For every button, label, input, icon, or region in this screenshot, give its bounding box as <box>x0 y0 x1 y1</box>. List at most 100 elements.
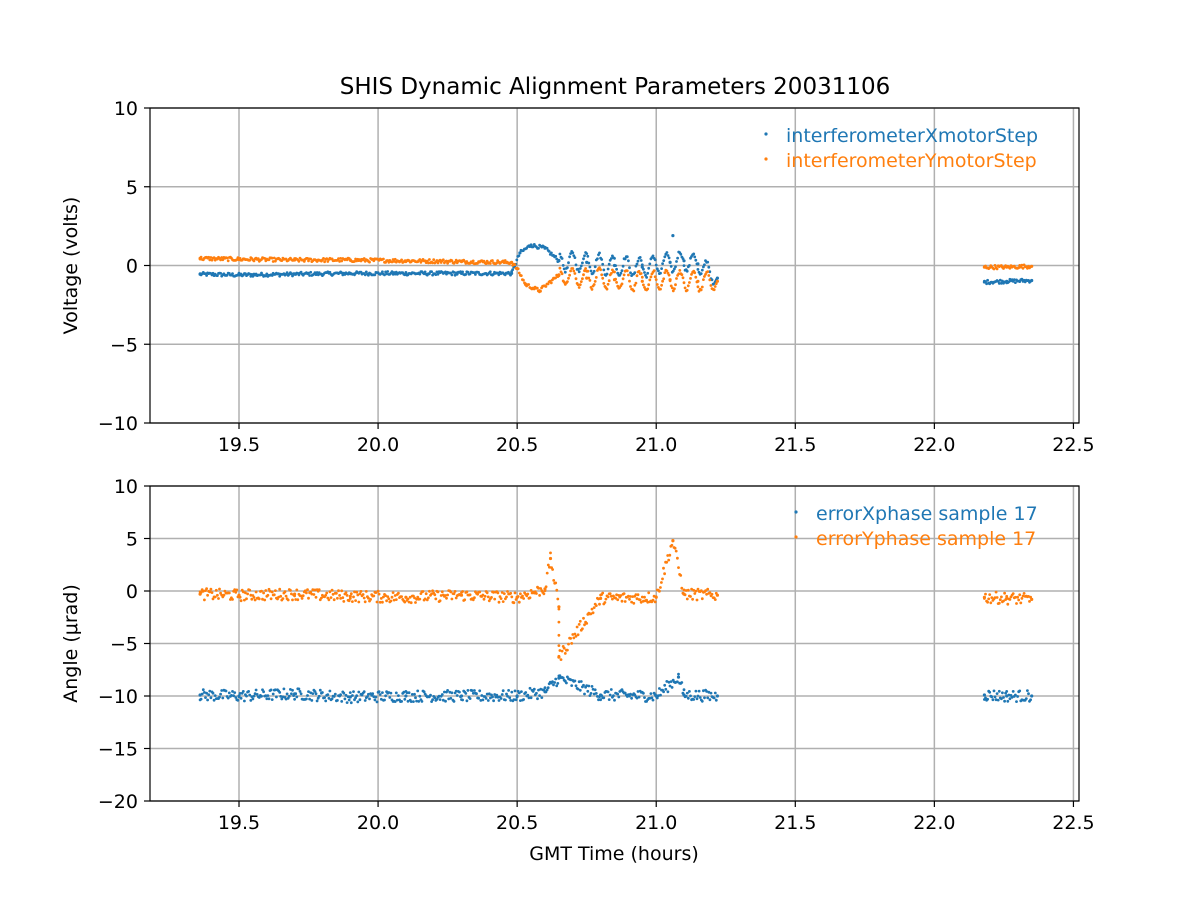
data-point <box>579 680 583 683</box>
data-point <box>306 588 309 592</box>
data-point <box>301 594 305 598</box>
data-point <box>272 593 276 597</box>
data-point <box>554 254 558 258</box>
data-point <box>548 556 553 561</box>
data-point <box>403 600 407 604</box>
legend-marker <box>794 535 798 539</box>
data-point <box>556 682 560 685</box>
data-point <box>596 695 599 698</box>
data-point <box>674 549 678 553</box>
data-point <box>412 700 415 703</box>
data-point <box>696 262 700 266</box>
data-point <box>988 593 992 596</box>
data-point <box>661 279 664 283</box>
data-point <box>317 694 321 698</box>
data-point <box>631 595 635 598</box>
data-point <box>699 288 703 292</box>
data-point <box>690 273 693 276</box>
data-point <box>608 693 612 697</box>
data-point <box>377 690 381 694</box>
data-point <box>690 587 693 591</box>
data-point <box>492 699 495 703</box>
data-point <box>1030 264 1034 268</box>
data-point <box>582 257 585 261</box>
data-point <box>406 597 410 601</box>
data-point <box>354 599 357 602</box>
data-point <box>430 270 433 273</box>
data-point <box>1022 592 1026 595</box>
data-point <box>696 587 700 591</box>
data-point <box>522 698 525 701</box>
data-point <box>268 589 272 593</box>
data-point <box>574 277 578 281</box>
data-point <box>661 577 664 581</box>
data-point <box>590 288 594 291</box>
data-point <box>444 270 447 274</box>
data-point <box>996 698 1000 702</box>
data-point <box>444 699 447 703</box>
x-tick-label: 21.0 <box>635 434 677 456</box>
data-point <box>689 277 692 280</box>
data-point <box>338 594 341 597</box>
data-point <box>423 270 427 274</box>
data-point <box>995 596 999 599</box>
data-point <box>307 271 310 275</box>
data-point <box>645 276 648 279</box>
data-point <box>510 595 514 599</box>
data-point <box>676 680 679 684</box>
data-point <box>583 254 586 258</box>
data-point <box>634 593 638 596</box>
data-point <box>260 589 263 593</box>
data-point <box>708 270 712 274</box>
data-point <box>704 273 707 276</box>
data-point <box>517 254 521 258</box>
data-point <box>1003 591 1006 595</box>
data-point <box>650 696 654 700</box>
data-point <box>303 589 307 593</box>
data-point <box>372 594 376 598</box>
data-point <box>573 679 577 683</box>
data-point <box>291 274 294 278</box>
data-point <box>633 271 637 275</box>
data-point <box>600 258 604 261</box>
data-point <box>400 258 403 262</box>
data-point <box>227 691 231 695</box>
data-point <box>285 692 289 696</box>
data-point <box>452 700 456 703</box>
data-point <box>694 275 698 279</box>
data-point <box>260 694 263 698</box>
data-point <box>670 686 674 689</box>
data-point <box>256 257 260 261</box>
data-point <box>474 273 477 276</box>
data-point <box>518 251 522 255</box>
data-point <box>431 698 434 702</box>
data-point <box>439 594 443 597</box>
data-point <box>358 592 362 596</box>
data-point <box>1021 594 1025 598</box>
data-point <box>696 285 700 289</box>
data-point <box>284 594 288 598</box>
data-point <box>615 267 618 271</box>
data-point <box>510 690 514 694</box>
data-point <box>198 592 202 596</box>
data-point <box>311 588 315 592</box>
data-point <box>383 273 386 277</box>
data-point <box>291 598 294 602</box>
data-point <box>991 698 995 702</box>
data-point <box>554 276 557 280</box>
data-point <box>647 266 651 270</box>
data-point <box>503 259 507 262</box>
data-point <box>543 587 547 591</box>
data-point <box>994 590 998 594</box>
data-point <box>558 252 562 256</box>
data-point <box>416 595 420 599</box>
data-point <box>235 588 239 592</box>
data-point <box>281 695 285 699</box>
data-point <box>362 596 366 600</box>
data-point <box>686 588 690 592</box>
data-point <box>647 591 651 595</box>
data-point <box>666 554 670 557</box>
data-point <box>231 272 234 275</box>
data-point <box>646 600 650 604</box>
data-point <box>239 599 243 603</box>
